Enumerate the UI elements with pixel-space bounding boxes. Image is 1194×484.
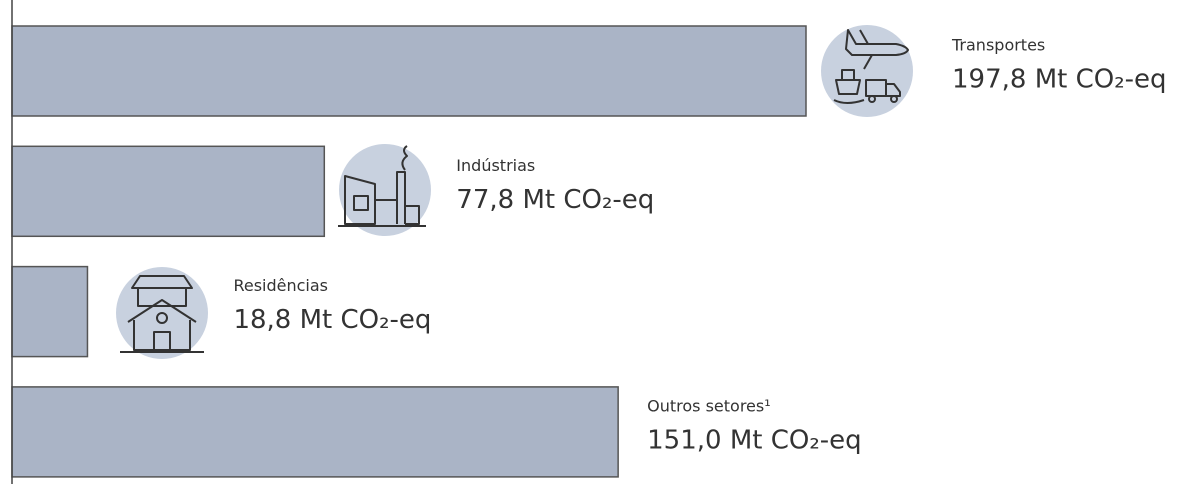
bar xyxy=(11,386,619,478)
bar xyxy=(11,265,89,358)
icon-house xyxy=(120,275,204,353)
value-label: 151,0 Mt CO₂-eq xyxy=(647,425,862,455)
icons xyxy=(116,25,913,359)
bar xyxy=(11,25,807,117)
category-label: Transportes xyxy=(951,36,1045,55)
category-label: Outros setores¹ xyxy=(647,396,771,415)
value-label: 197,8 Mt CO₂-eq xyxy=(952,65,1167,95)
icon-industry-bg xyxy=(339,144,431,236)
icon-transport xyxy=(833,29,909,104)
icon-industry xyxy=(338,145,426,227)
value-label: 77,8 Mt CO₂-eq xyxy=(456,185,654,215)
value-label: 18,8 Mt CO₂-eq xyxy=(233,305,431,335)
bar xyxy=(11,145,326,238)
category-label: Indústrias xyxy=(456,156,535,175)
icon-transport-bg xyxy=(821,25,913,117)
category-label: Residências xyxy=(233,276,328,295)
